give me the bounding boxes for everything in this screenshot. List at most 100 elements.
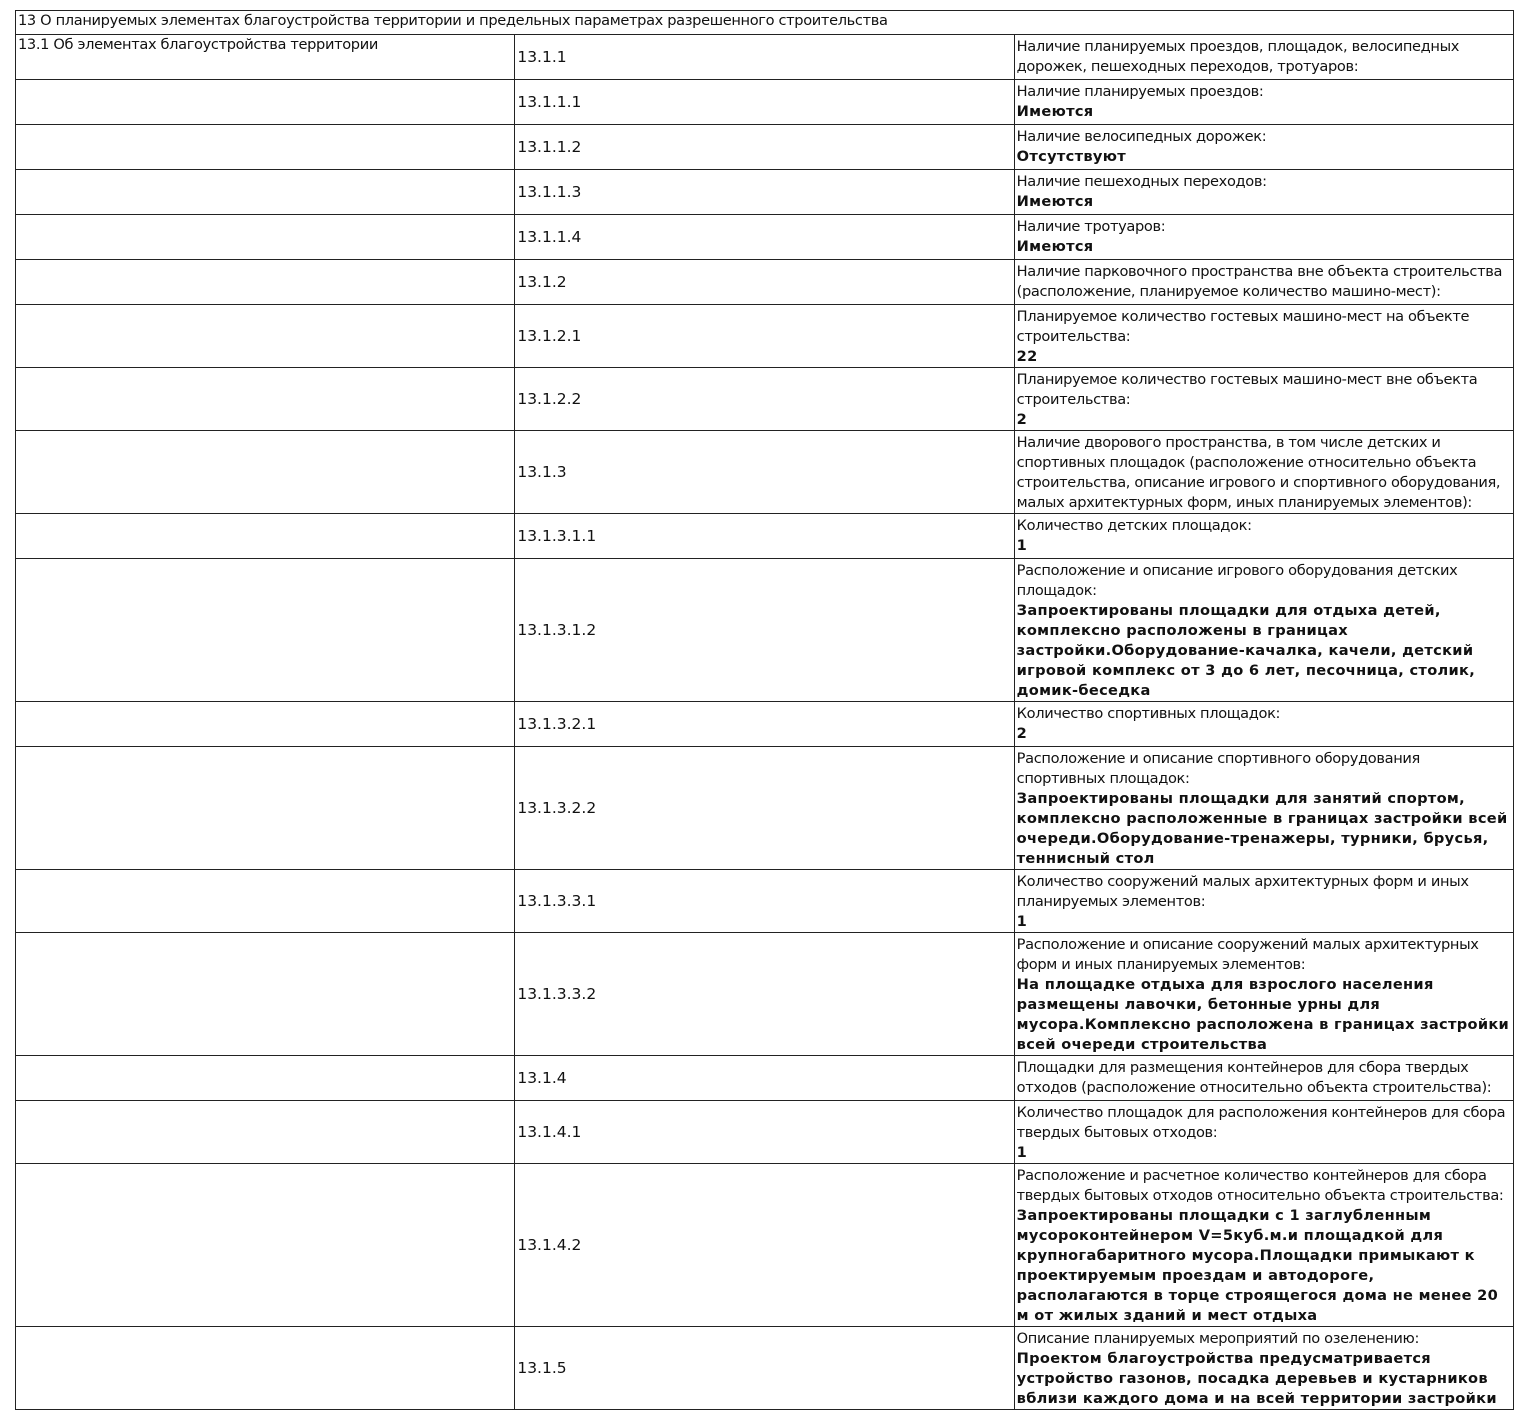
item-content: Расположение и расчетное количество конт… xyxy=(1013,1163,1515,1327)
item-content: Наличие парковочного пространства вне об… xyxy=(1013,259,1515,305)
item-value: На площадке отдыха для взрослого населен… xyxy=(1016,976,1510,1053)
table-row: 13.1.2.2 Планируемое количество гостевых … xyxy=(14,367,1515,431)
item-label: Наличие планируемых проездов: xyxy=(1016,83,1264,100)
item-number: 13.1.2.2 xyxy=(514,367,1015,431)
item-content: Планируемое количество гостевых машино-м… xyxy=(1013,304,1515,368)
section-cell xyxy=(14,932,516,1056)
item-label: Наличие пешеходных переходов: xyxy=(1016,173,1267,190)
item-value: 1 xyxy=(1016,1144,1028,1161)
item-content: Количество спортивных площадок: 2 xyxy=(1013,701,1515,747)
item-number: 13.1.5 xyxy=(514,1326,1015,1410)
item-content: Расположение и описание игрового оборудо… xyxy=(1013,558,1515,702)
table-row: 13.1.3.3.1 Количество сооружений малых ар… xyxy=(14,869,1515,933)
section-cell xyxy=(14,746,516,870)
section-cell xyxy=(14,124,516,170)
item-value: Имеются xyxy=(1016,193,1094,210)
item-label: Количество спортивных площадок: xyxy=(1016,705,1281,722)
item-content: Расположение и описание сооружений малых… xyxy=(1013,932,1515,1056)
item-label: Расположение и описание игрового оборудо… xyxy=(1016,562,1458,599)
section-cell xyxy=(14,430,516,514)
item-number: 13.1.1 xyxy=(514,34,1015,80)
table-row: 13.1.3.2.1 Количество спортивных площадок… xyxy=(14,701,1515,747)
item-label: Площадки для размещения контейнеров для … xyxy=(1016,1059,1492,1096)
item-number: 13.1.3.1.2 xyxy=(514,558,1015,702)
section-header-row: 13 О планируемых элементах благоустройст… xyxy=(15,10,1514,35)
item-content: Количество сооружений малых архитектурны… xyxy=(1013,869,1515,933)
item-label: Планируемое количество гостевых машино-м… xyxy=(1016,371,1478,408)
item-number: 13.1.1.4 xyxy=(514,214,1015,260)
item-number: 13.1.3.2.1 xyxy=(514,701,1015,747)
item-content: Количество детских площадок: 1 xyxy=(1013,513,1515,559)
item-number: 13.1.4.2 xyxy=(514,1163,1015,1327)
item-number: 13.1.3.2.2 xyxy=(514,746,1015,870)
section-cell xyxy=(14,1055,516,1101)
table-row: 13.1.4 Площадки для размещения контейнеро… xyxy=(14,1055,1515,1101)
item-value: 2 xyxy=(1016,725,1028,742)
section-cell xyxy=(14,1326,516,1410)
item-number: 13.1.4.1 xyxy=(514,1100,1015,1164)
table-row: 13.1 Об элементах благоустройства террит… xyxy=(14,34,1515,80)
section-cell xyxy=(14,1100,516,1164)
section-cell: 13.1 Об элементах благоустройства террит… xyxy=(14,34,516,80)
item-label: Количество площадок для расположения кон… xyxy=(1016,1104,1506,1141)
item-number: 13.1.3.3.2 xyxy=(514,932,1015,1056)
section-cell xyxy=(14,214,516,260)
item-number: 13.1.3.1.1 xyxy=(514,513,1015,559)
item-content: Описание планируемых мероприятий по озел… xyxy=(1013,1326,1515,1410)
item-label: Количество детских площадок: xyxy=(1016,517,1252,534)
table-row: 13.1.5 Описание планируемых мероприятий п… xyxy=(14,1326,1515,1410)
item-value: Имеются xyxy=(1016,238,1094,255)
table-row: 13.1.2 Наличие парковочного пространства … xyxy=(14,259,1515,305)
section-cell xyxy=(14,869,516,933)
item-number: 13.1.4 xyxy=(514,1055,1015,1101)
table-row: 13.1.3 Наличие дворового пространства, в … xyxy=(14,430,1515,514)
item-label: Расположение и описание сооружений малых… xyxy=(1016,936,1479,973)
section-cell xyxy=(14,304,516,368)
table-row: 13.1.2.1 Планируемое количество гостевых … xyxy=(14,304,1515,368)
item-label: Количество сооружений малых архитектурны… xyxy=(1016,873,1469,910)
table-row: 13.1.4.1 Количество площадок для располож… xyxy=(14,1100,1515,1164)
item-content: Площадки для размещения контейнеров для … xyxy=(1013,1055,1515,1101)
item-value: Имеются xyxy=(1016,103,1094,120)
item-label: Наличие парковочного пространства вне об… xyxy=(1016,263,1503,300)
item-label: Наличие планируемых проездов, площадок, … xyxy=(1016,38,1460,75)
table-row: 13.1.1.4 Наличие тротуаров: Имеются xyxy=(14,214,1515,260)
item-value: Запроектированы площадки для занятий спо… xyxy=(1016,790,1508,867)
item-label: Наличие дворового пространства, в том чи… xyxy=(1016,434,1501,511)
table-row: 13.1.1.3 Наличие пешеходных переходов: Име… xyxy=(14,169,1515,215)
item-content: Наличие тротуаров: Имеются xyxy=(1013,214,1515,260)
section-cell xyxy=(14,1163,516,1327)
table-row: 13.1.3.3.2 Расположение и описание сооруж… xyxy=(14,932,1515,1056)
item-content: Наличие велосипедных дорожек: Отсутствуют xyxy=(1013,124,1515,170)
table-row: 13.1.3.1.1 Количество детских площадок: 1 xyxy=(14,513,1515,559)
item-number: 13.1.2.1 xyxy=(514,304,1015,368)
item-content: Наличие дворового пространства, в том чи… xyxy=(1013,430,1515,514)
item-content: Планируемое количество гостевых машино-м… xyxy=(1013,367,1515,431)
item-number: 13.1.1.2 xyxy=(514,124,1015,170)
section-cell xyxy=(14,79,516,125)
item-number: 13.1.1.3 xyxy=(514,169,1015,215)
item-content: Наличие планируемых проездов, площадок, … xyxy=(1013,34,1515,80)
item-content: Наличие пешеходных переходов: Имеются xyxy=(1013,169,1515,215)
section-cell xyxy=(14,367,516,431)
item-value: Проектом благоустройства предусматривает… xyxy=(1016,1350,1497,1407)
item-content: Наличие планируемых проездов: Имеются xyxy=(1013,79,1515,125)
section-cell xyxy=(14,169,516,215)
item-value: Запроектированы площадки для отдыха дете… xyxy=(1016,602,1476,699)
item-label: Описание планируемых мероприятий по озел… xyxy=(1016,1330,1420,1347)
item-value: Отсутствуют xyxy=(1016,148,1126,165)
table-row: 13.1.4.2 Расположение и расчетное количес… xyxy=(14,1163,1515,1327)
item-label: Расположение и расчетное количество конт… xyxy=(1016,1167,1504,1204)
item-content: Количество площадок для расположения кон… xyxy=(1013,1100,1515,1164)
improvement-table: 13 О планируемых элементах благоустройст… xyxy=(14,10,1515,1410)
table-row: 13.1.1.2 Наличие велосипедных дорожек: Отс… xyxy=(14,124,1515,170)
item-number: 13.1.1.1 xyxy=(514,79,1015,125)
item-value: 1 xyxy=(1016,537,1028,554)
item-value: 22 xyxy=(1016,348,1038,365)
item-number: 13.1.3.3.1 xyxy=(514,869,1015,933)
section-cell xyxy=(14,259,516,305)
item-label: Наличие велосипедных дорожек: xyxy=(1016,128,1267,145)
item-value: 2 xyxy=(1016,411,1028,428)
table-row: 13.1.1.1 Наличие планируемых проездов: Име… xyxy=(14,79,1515,125)
item-label: Расположение и описание спортивного обор… xyxy=(1016,750,1421,787)
